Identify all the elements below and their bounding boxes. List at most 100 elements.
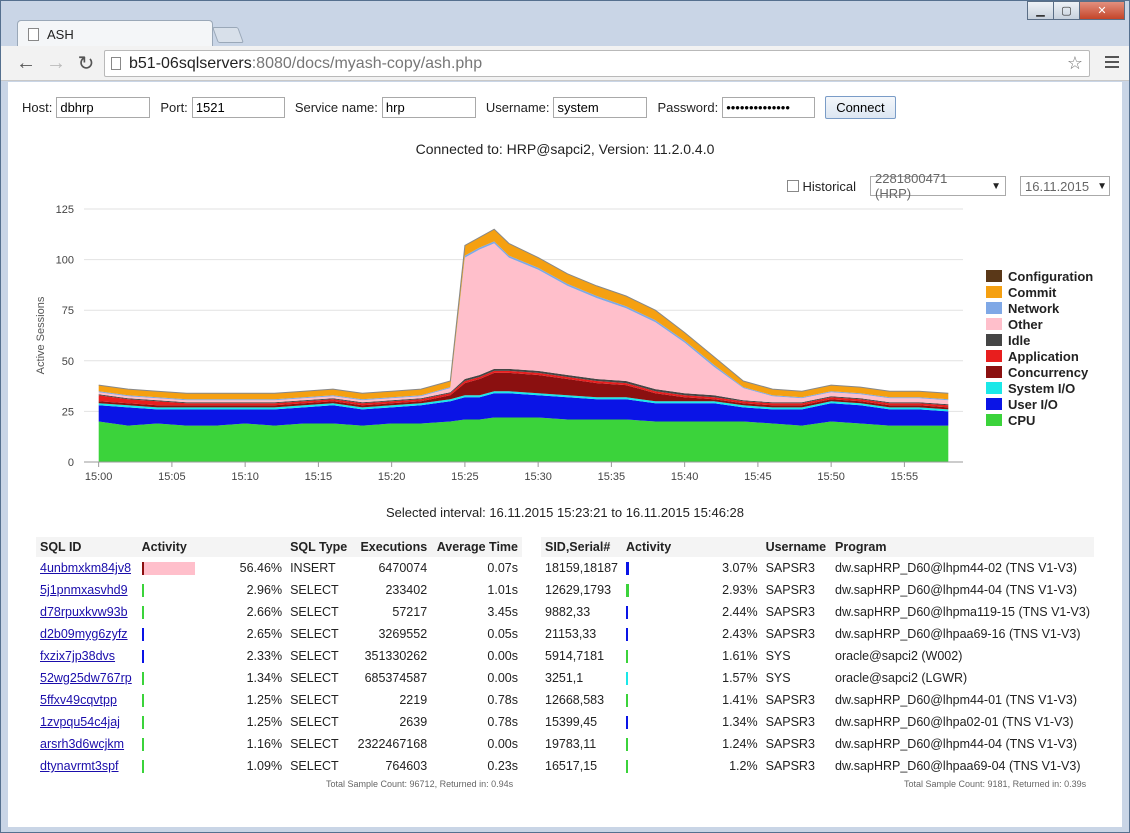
sid-serial: 12668,583 [545, 693, 605, 707]
connection-status: Connected to: HRP@sapci2, Version: 11.2.… [415, 141, 715, 157]
sql-row: arsrh3d6wcjkm 1.16% SELECT 2322467168 0.00s [36, 733, 522, 755]
legend-item[interactable]: Commit [986, 284, 1093, 300]
tab-ash[interactable]: ASH [17, 20, 213, 47]
address-bar[interactable]: b51-06sqlservers:8080/docs/myash-copy/as… [104, 50, 1090, 77]
sql-column-header[interactable]: SQL Type [286, 537, 353, 557]
menu-icon[interactable] [1105, 56, 1119, 71]
legend-item[interactable]: Other [986, 316, 1093, 332]
x-tick-label: 15:25 [451, 471, 479, 483]
sql-id-link[interactable]: 5j1pnmxasvhd9 [40, 583, 128, 597]
sql-type: INSERT [290, 561, 336, 575]
legend-item[interactable]: Network [986, 300, 1093, 316]
host-input[interactable] [56, 97, 151, 118]
legend-label: Commit [1008, 284, 1057, 300]
area-application[interactable] [98, 370, 949, 408]
x-tick-label: 15:50 [817, 471, 845, 483]
legend-item[interactable]: User I/O [986, 396, 1093, 412]
activity-percent: 2.43% [722, 627, 758, 641]
area-cpu[interactable] [98, 417, 949, 463]
sql-row: d2b09myg6zyfz 2.65% SELECT 3269552 0.05s [36, 623, 522, 645]
activity-percent: 1.34% [246, 671, 283, 685]
sql-id-link[interactable]: arsrh3d6wcjkm [40, 737, 125, 751]
sql-row: 5ffxv49cqvtpp 1.25% SELECT 2219 0.78s [36, 689, 522, 711]
program: dw.sapHRP_D60@lhpaa69-16 (TNS V1-V3) [835, 627, 1081, 641]
back-arrow-icon[interactable]: ← [16, 51, 36, 74]
service-input[interactable] [381, 97, 476, 118]
tab-title: ASH [47, 26, 74, 42]
historical-checkbox[interactable] [786, 180, 799, 192]
activity-bar-lead [141, 628, 144, 641]
activity-bar [141, 672, 144, 685]
sql-id-link[interactable]: fxzix7jp38dvs [40, 649, 116, 663]
top-sql-table: SQL ID Activity SQL Type Executions Average … [36, 537, 522, 777]
session-column-header[interactable]: Program [831, 537, 1094, 557]
forward-arrow-icon[interactable]: → [46, 51, 66, 74]
activity-bar-lead [141, 716, 144, 729]
legend-item[interactable]: Application [986, 348, 1093, 364]
sql-id-link[interactable]: 4unbmxkm84jv8 [40, 561, 132, 575]
window-controls: ▁ ▢ ✕ [1027, 1, 1125, 20]
session-column-header[interactable]: Username [761, 537, 832, 557]
sql-column-header[interactable]: Executions [352, 537, 432, 557]
activity-percent: 1.25% [246, 715, 283, 729]
sql-id-link[interactable]: d78rpuxkvw93b [40, 605, 128, 619]
session-row: 16517,15 1.2% SAPSR3 dw.sapHRP_D60@lhpaa69-… [541, 755, 1094, 777]
area-other[interactable] [98, 243, 949, 405]
sql-column-header[interactable]: Average Time [431, 537, 522, 557]
sql-column-header[interactable]: SQL ID [36, 537, 138, 557]
maximize-button[interactable]: ▢ [1053, 1, 1080, 20]
legend-item[interactable]: Idle [986, 332, 1093, 348]
legend-swatch [986, 286, 1002, 298]
activity-percent: 3.07% [722, 561, 758, 575]
sql-id-cell: arsrh3d6wcjkm [36, 733, 138, 755]
sid-serial: 3251,1 [545, 671, 584, 685]
area-system-i-o[interactable] [98, 391, 949, 412]
sid-serial: 21153,33 [545, 627, 597, 641]
port-input[interactable] [191, 97, 285, 118]
activity-chart-svg[interactable]: 0 25 50 75 100 125 15:00 15:05 15:10 15:15 15:20 15… [28, 197, 978, 497]
activity-bar-lead [141, 562, 144, 575]
sql-id-link[interactable]: 5ffxv49cqvtpp [40, 693, 117, 707]
bookmark-star-icon[interactable]: ☆ [1066, 53, 1083, 73]
x-tick-label: 15:20 [378, 471, 406, 483]
legend-item[interactable]: Concurrency [986, 364, 1093, 380]
y-tick-label: 75 [62, 305, 74, 317]
area-concurrency[interactable] [98, 372, 949, 410]
minimize-button[interactable]: ▁ [1027, 1, 1054, 20]
legend-item[interactable]: Configuration [986, 268, 1093, 284]
session-column-header[interactable] [678, 537, 762, 557]
username-input[interactable] [553, 97, 648, 118]
area-user-i-o[interactable] [98, 393, 949, 426]
sql-column-header[interactable]: Activity [137, 537, 197, 557]
connect-button[interactable]: Connect [825, 96, 896, 119]
session-column-header[interactable]: SID,Serial# [541, 537, 622, 557]
sql-id-link[interactable]: 52wg25dw767rp [40, 671, 132, 685]
close-button[interactable]: ✕ [1079, 1, 1125, 20]
dbid-select[interactable]: 2281800471 (HRP) ▼ [870, 171, 1006, 201]
reload-icon[interactable]: ↻ [77, 52, 95, 75]
program: dw.sapHRP_D60@lhpa02-01 (TNS V1-V3) [835, 715, 1074, 729]
sql-row: 52wg25dw767rp 1.34% SELECT 685374587 0.00s [36, 667, 522, 689]
legend-item[interactable]: CPU [986, 412, 1093, 428]
sql-id-link[interactable]: dtynavrmt3spf [40, 759, 119, 773]
average-time: 3.45s [487, 605, 518, 619]
executions: 6470074 [378, 561, 428, 575]
legend-item[interactable]: System I/O [986, 380, 1093, 396]
legend-label: Network [1008, 300, 1060, 316]
y-tick-label: 100 [56, 255, 74, 267]
legend-label: CPU [1008, 412, 1036, 428]
username: SAPSR3 [765, 737, 815, 751]
activity-chart[interactable]: 0 25 50 75 100 125 15:00 15:05 15:10 15:15 15:20 15… [28, 197, 1118, 497]
sql-id-link[interactable]: 1zvpqu54c4jaj [40, 715, 120, 729]
date-select[interactable]: 16.11.2015 ▼ [1020, 176, 1110, 196]
activity-bar [626, 562, 629, 575]
activity-bar-lead [141, 650, 144, 663]
program: dw.sapHRP_D60@lhpm44-04 (TNS V1-V3) [835, 737, 1078, 751]
sql-column-header[interactable] [196, 537, 287, 557]
activity-percent: 2.33% [246, 649, 283, 663]
x-tick-label: 15:55 [891, 471, 919, 483]
password-input[interactable] [722, 97, 816, 118]
sql-id-link[interactable]: d2b09myg6zyfz [40, 627, 128, 641]
new-tab-button[interactable] [212, 27, 244, 43]
session-column-header[interactable]: Activity [622, 537, 679, 557]
